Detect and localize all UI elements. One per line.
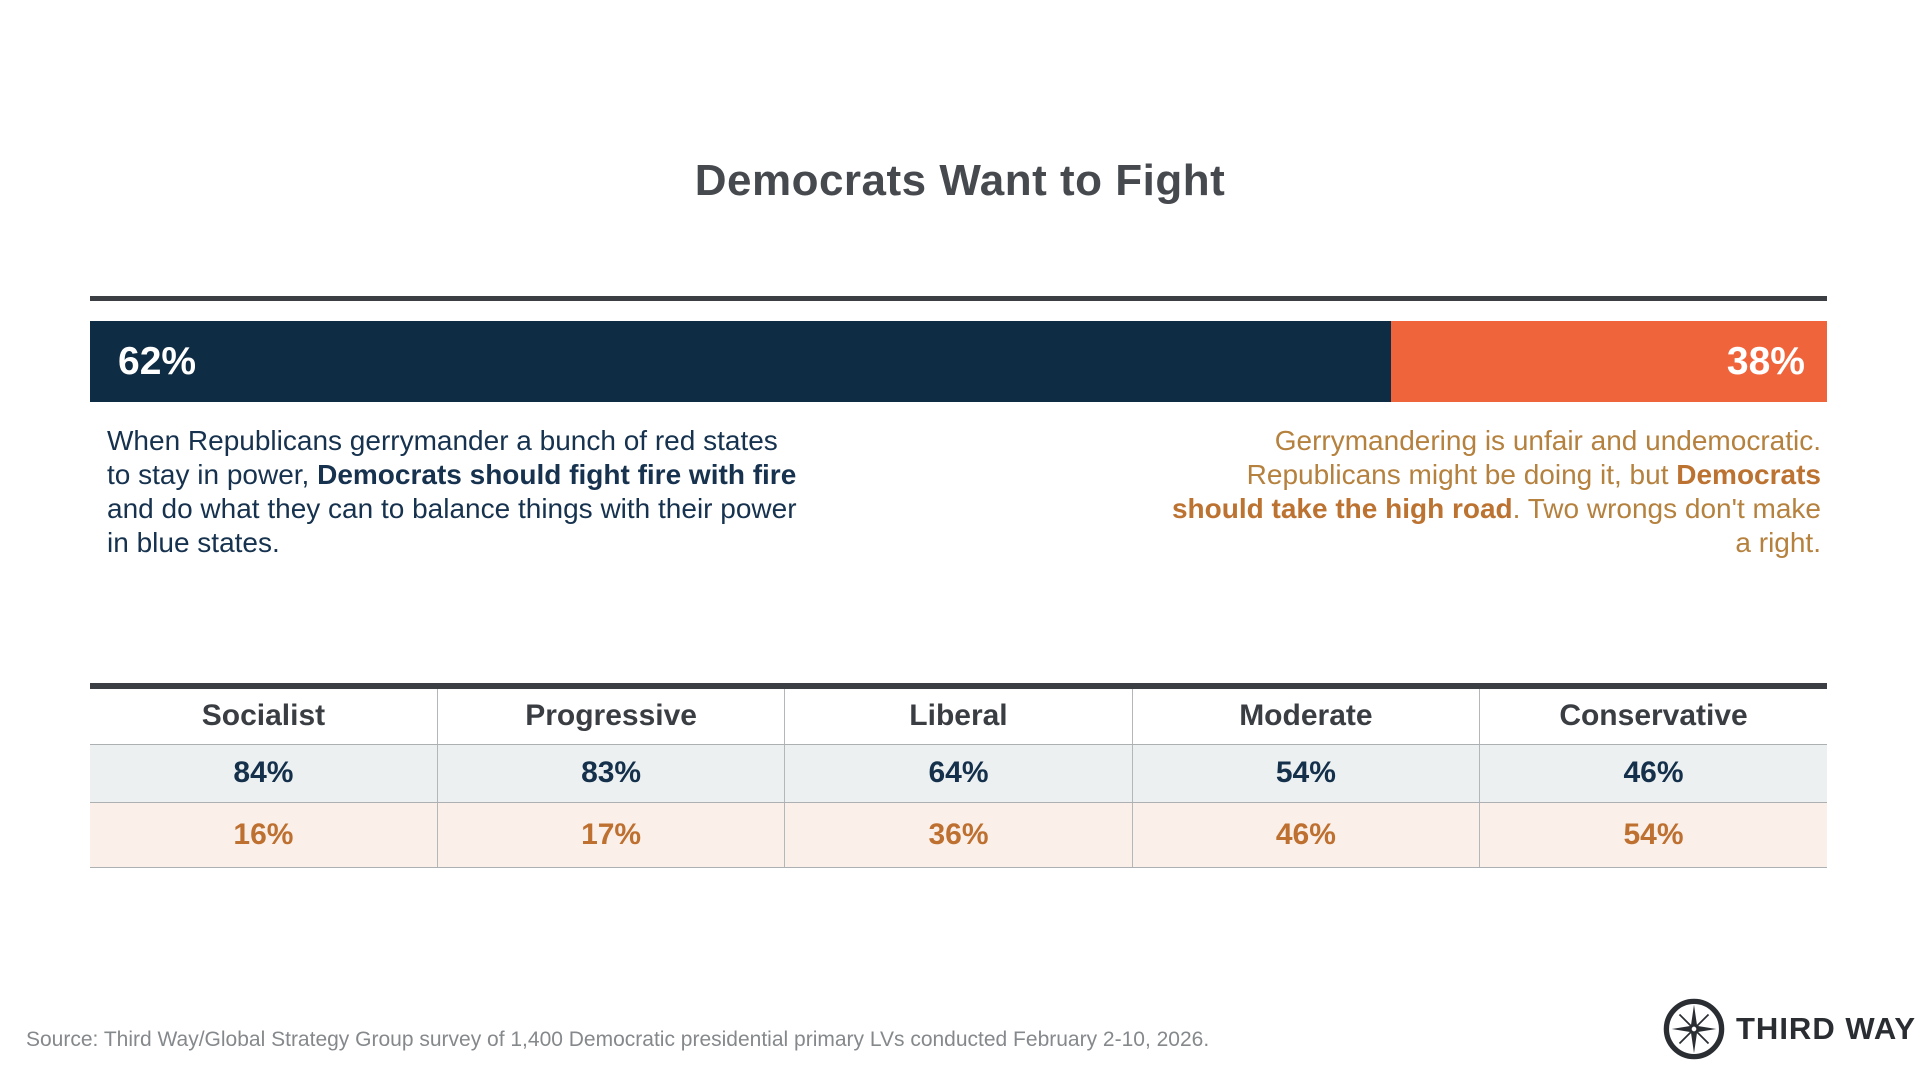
third-way-logo-text: THIRD WAY [1736,1011,1917,1046]
table-header-liberal: Liberal [784,686,1133,745]
table-header-conservative: Conservative [1479,686,1827,745]
page-title: Democrats Want to Fight [694,156,1226,205]
table-value-cell: 46% [1479,744,1827,803]
statement-fight-fire-bold: Democrats should fight fire with fire [317,459,797,491]
table-header-row: Socialist Progressive Liberal Moderate C… [90,686,1827,745]
bar-segment-high-road: 38% [1391,321,1827,402]
statement-fight-fire-pre: When Republicans gerrymander a bunch of … [107,425,778,491]
table-value-cell: 64% [784,744,1133,803]
third-way-logo: THIRD WAY [1663,998,1916,1060]
table-header-progressive: Progressive [436,686,785,745]
statement-fight-fire-post: and do what they can to balance things w… [107,493,797,559]
statement-high-road: Gerrymandering is unfair and undemocrati… [1156,424,1821,561]
table-value-cell: 83% [436,744,785,803]
ideology-table: Socialist Progressive Liberal Moderate C… [90,683,1827,868]
source-citation: Source: Third Way/Global Strategy Group … [26,1028,1210,1051]
table-value-cell: 54% [1131,744,1480,803]
table-value-cell: 54% [1479,802,1827,868]
top-rule [90,296,1827,301]
table-value-cell: 16% [90,802,438,868]
table-row-high-road: 16% 17% 36% 46% 54% [90,802,1827,868]
table-value-cell: 84% [90,744,438,803]
table-value-cell: 17% [436,802,785,868]
stacked-bar: 62% 38% [90,321,1827,402]
statement-high-road-pre: Gerrymandering is unfair and undemocrati… [1246,425,1821,491]
compass-icon [1663,998,1725,1060]
table-header-socialist: Socialist [90,686,438,745]
table-header-moderate: Moderate [1131,686,1480,745]
table-value-cell: 46% [1131,802,1480,868]
bar-segment-fight: 62% [90,321,1391,402]
table-row-fight-fire: 84% 83% 64% 54% 46% [90,744,1827,803]
statement-high-road-post: . Two wrongs don't make a right. [1512,493,1821,559]
statement-high-road-bold: Democrats should take the high road [1171,459,1821,525]
table-value-cell: 36% [784,802,1133,868]
statement-fight-fire: When Republicans gerrymander a bunch of … [107,424,807,561]
bar-segment-high-road-label: 38% [1726,339,1805,383]
statements-row: When Republicans gerrymander a bunch of … [90,424,1827,561]
bar-segment-fight-label: 62% [118,339,197,383]
